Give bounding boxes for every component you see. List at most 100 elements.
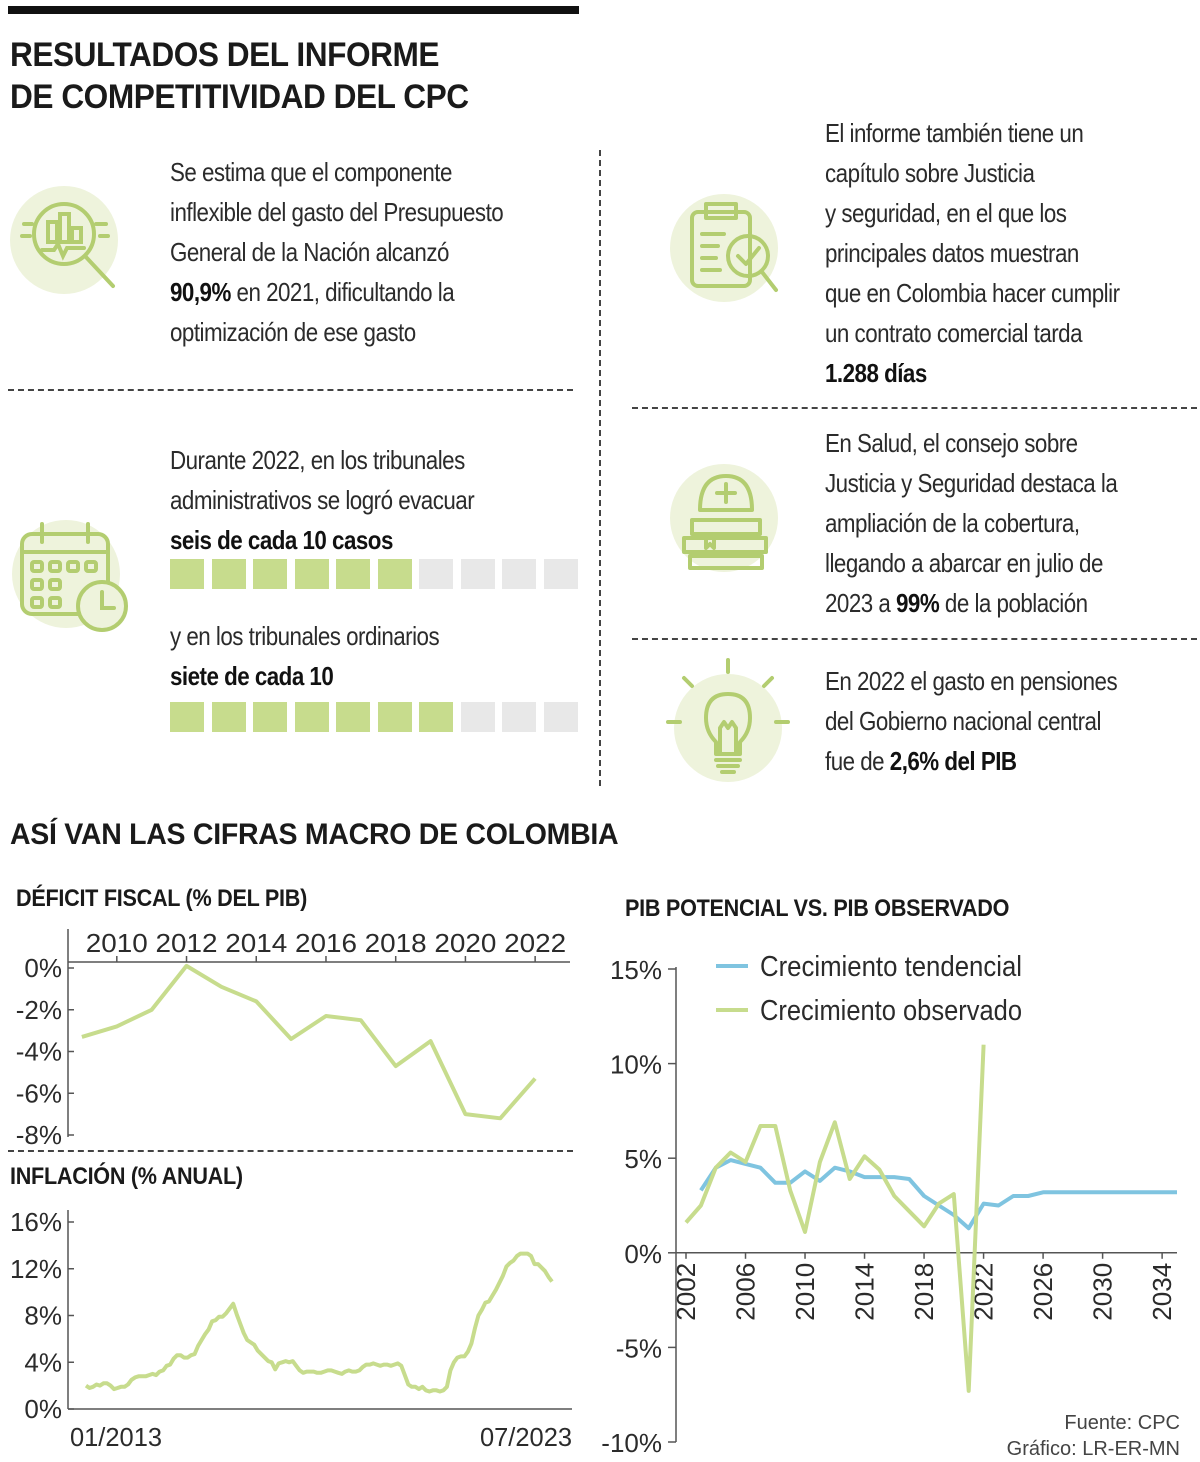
justicia-line-2: capítulo sobre Justicia xyxy=(825,158,1035,188)
deficit-x-tick-label: 2012 xyxy=(156,928,218,958)
deficit-chart-title: DÉFICIT FISCAL (% DEL PIB) xyxy=(16,885,339,913)
justicia-line-4: principales datos muestran xyxy=(825,238,1079,268)
deficit-y-tick-label: -2% xyxy=(16,995,62,1025)
gasto-line-2: inflexible del gasto del Presupuesto xyxy=(170,197,504,227)
divider-vertical xyxy=(599,150,601,786)
progress-square-filled xyxy=(336,559,370,589)
inflation-series-line xyxy=(84,1251,554,1394)
deficit-x-tick-label: 2016 xyxy=(295,928,357,958)
progress-square-empty xyxy=(502,702,536,732)
progress-square-filled xyxy=(211,559,246,589)
progress-square-filled xyxy=(253,702,287,732)
pib-chart-title-text: PIB POTENCIAL VS. PIB OBSERVADO xyxy=(625,895,1010,922)
deficit-x-tick-label: 2010 xyxy=(86,928,148,958)
calendar-clock-icon xyxy=(12,520,128,632)
pensiones-line-1: En 2022 el gasto en pensiones xyxy=(825,666,1118,696)
progress-square-empty xyxy=(502,559,536,589)
gasto-line-4: 90,9% en 2021, dificultando la xyxy=(170,272,455,312)
progress-square-empty xyxy=(460,559,495,589)
pensiones-line-2: del Gobierno nacional central xyxy=(825,706,1101,736)
deficit-x-tick-label: 2018 xyxy=(365,928,427,958)
justicia-line-7: 1.288 días xyxy=(825,353,927,393)
tribunales-highlight-1: seis de cada 10 casos xyxy=(170,525,393,555)
inflation-y-tick-label: 16% xyxy=(10,1207,62,1237)
salud-highlight: 99% xyxy=(896,588,940,618)
progress-squares-ordinarios xyxy=(170,702,580,734)
pib-legend-label: Crecimiento tendencial xyxy=(760,951,1022,983)
deficit-y-tick-label: -6% xyxy=(16,1078,62,1108)
magnifier-chart-icon xyxy=(10,186,118,294)
progress-square-filled xyxy=(294,559,329,589)
deficit-x-tick-label: 2022 xyxy=(504,928,566,958)
pib-y-tick-label: -5% xyxy=(616,1333,662,1363)
gasto-line-1: Se estima que el componente xyxy=(170,157,452,187)
deficit-series-line xyxy=(81,963,537,1121)
salud-line-3: ampliación de la cobertura, xyxy=(825,508,1080,538)
pib-legend-label: Crecimiento observado xyxy=(760,995,1022,1027)
pib-x-tick-label: 2002 xyxy=(671,1263,701,1321)
progress-square-filled xyxy=(377,559,412,589)
pib-x-tick-label: 2014 xyxy=(850,1263,880,1321)
inflation-y-tick-label: 12% xyxy=(10,1254,62,1284)
progress-square-empty xyxy=(419,559,453,589)
pensiones-highlight: 2,6% del PIB xyxy=(889,746,1017,776)
pib-x-tick-label: 2034 xyxy=(1147,1263,1177,1321)
justicia-text: El informe también tiene un capítulo sob… xyxy=(825,113,1167,393)
divider-right-1 xyxy=(632,407,1197,409)
inflation-chart-title-text: INFLACIÓN (% ANUAL) xyxy=(10,1163,243,1190)
deficit-x-tick-label: 2014 xyxy=(225,928,287,958)
pib-chart-title: PIB POTENCIAL VS. PIB OBSERVADO xyxy=(625,895,1052,923)
gasto-text: Se estima que el componente inflexible d… xyxy=(170,152,557,352)
justicia-line-1: El informe también tiene un xyxy=(825,118,1084,148)
progress-square-filled xyxy=(253,559,287,589)
inflation-y-tick-label: 8% xyxy=(24,1301,62,1331)
macro-section-title-text: ASÍ VAN LAS CIFRAS MACRO DE COLOMBIA xyxy=(10,818,619,851)
pib-tendencial-line xyxy=(699,1158,1177,1231)
pib-x-tick-label: 2018 xyxy=(909,1263,939,1321)
justicia-line-6: un contrato comercial tarda xyxy=(825,318,1083,348)
inflation-chart: 16% 12% 8% 4% 0% 01/2013 07/2023 xyxy=(10,1207,572,1452)
deficit-y-tick-label: 0% xyxy=(24,953,62,983)
inflation-x-tick-label: 01/2013 xyxy=(70,1422,162,1452)
pib-y-tick-label: 5% xyxy=(624,1144,662,1174)
source-credit: Fuente: CPC Gráfico: LR-ER-MN xyxy=(1007,1410,1180,1462)
justicia-line-3: y seguridad, en el que los xyxy=(825,198,1067,228)
progress-square-filled xyxy=(294,702,329,732)
tribunales-line-1: Durante 2022, en los tribunales xyxy=(170,445,465,475)
progress-squares-administrativos xyxy=(170,559,580,591)
title-line-2: DE COMPETITIVIDAD DEL CPC xyxy=(10,78,469,116)
progress-square-filled xyxy=(170,559,204,589)
top-rule xyxy=(8,6,579,14)
tribunales-line-3: seis de cada 10 casos xyxy=(170,520,393,560)
tribunales-line-4: y en los tribunales ordinarios xyxy=(170,621,440,651)
pib-x-tick-label: 2006 xyxy=(731,1263,761,1321)
pib-x-tick-label: 2010 xyxy=(790,1263,820,1321)
divider-charts xyxy=(8,1150,573,1152)
progress-square-filled xyxy=(170,702,204,732)
salud-line-1: En Salud, el consejo sobre xyxy=(825,428,1078,458)
inflation-y-tick-label: 4% xyxy=(24,1347,62,1377)
deficit-y-tick-label: -8% xyxy=(16,1120,62,1150)
divider-right-2 xyxy=(632,638,1197,640)
pensiones-line-3-pre: fue de xyxy=(825,746,890,776)
progress-square-empty xyxy=(543,559,578,589)
graphic-credit-line: Gráfico: LR-ER-MN xyxy=(1006,1438,1180,1460)
tribunales-line-5: siete de cada 10 xyxy=(170,656,334,696)
nurse-cap-books-icon xyxy=(670,464,778,572)
salud-line-5: 2023 a 99% de la población xyxy=(825,583,1088,623)
salud-line-2: Justicia y Seguridad destaca la xyxy=(825,468,1118,498)
tribunales-text-2: y en los tribunales ordinarios siete de … xyxy=(170,616,483,696)
gasto-line-3: General de la Nación alcanzó xyxy=(170,237,449,267)
divider-left-1 xyxy=(8,389,573,391)
progress-square-filled xyxy=(419,702,453,732)
source-line: Fuente: CPC xyxy=(1064,1412,1180,1434)
progress-square-filled xyxy=(377,702,412,732)
pib-chart: 15% 10% 5% 0% -5% -10% 2002 2006 2010 2014 2018 202… xyxy=(601,951,1177,1458)
salud-line-4: llegando a abarcar en julio de xyxy=(825,548,1103,578)
justicia-highlight: 1.288 días xyxy=(825,358,927,388)
pib-x-tick-label: 2026 xyxy=(1028,1263,1058,1321)
gasto-line-5: optimización de ese gasto xyxy=(170,317,416,347)
light-bulb-icon xyxy=(666,658,790,782)
inflation-chart-title: INFLACIÓN (% ANUAL) xyxy=(10,1163,269,1191)
gasto-line-4-rest: en 2021, dificultando la xyxy=(230,277,455,307)
